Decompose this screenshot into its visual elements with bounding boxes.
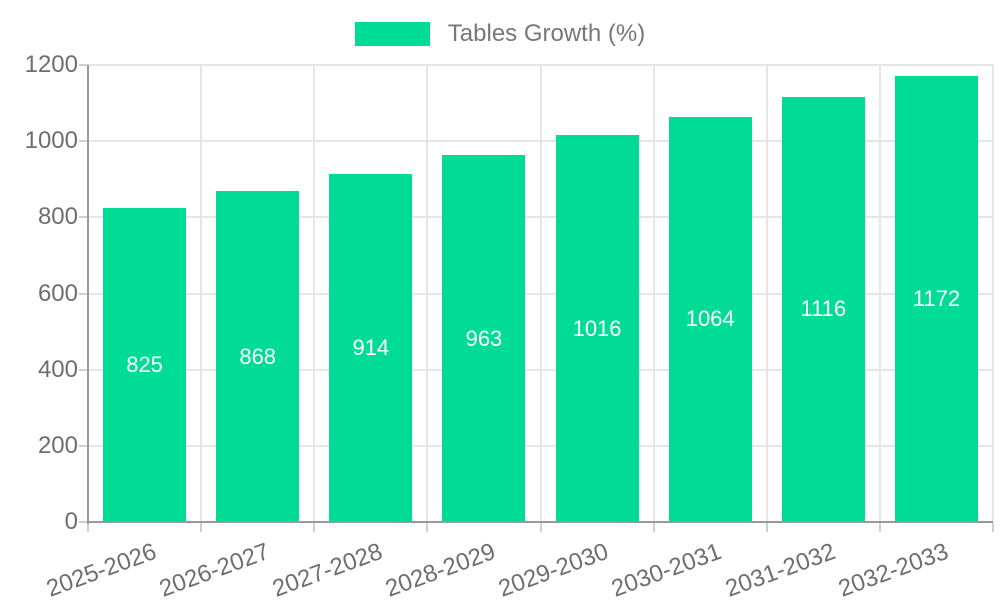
x-tick-mark <box>992 523 994 532</box>
x-gridline <box>539 65 542 522</box>
x-gridline <box>313 65 316 522</box>
x-gridline <box>200 65 203 522</box>
y-tick-mark <box>79 368 88 371</box>
x-tick-label: 2032-2033 <box>834 538 952 600</box>
x-tick-label: 2030-2031 <box>608 538 726 600</box>
x-gridline <box>992 65 994 522</box>
bar-value-label: 1116 <box>800 296 847 322</box>
y-tick-mark <box>79 292 88 295</box>
bar[interactable] <box>668 116 752 522</box>
x-tick-label: 2029-2030 <box>495 538 613 600</box>
x-tick-label: 2027-2028 <box>268 538 387 600</box>
x-tick-label: 2031-2032 <box>721 538 839 600</box>
y-tick-label: 600 <box>37 279 78 307</box>
x-tick-mark <box>765 523 768 532</box>
x-tick-mark <box>200 523 203 532</box>
y-tick-label: 1200 <box>24 51 78 78</box>
x-tick-mark <box>652 523 655 532</box>
x-gridline <box>878 65 881 522</box>
y-tick-label: 400 <box>37 355 78 383</box>
bar[interactable] <box>329 173 413 522</box>
y-tick-mark <box>79 444 88 447</box>
legend-label: Tables Growth (%) <box>447 20 646 47</box>
y-tick-mark <box>79 64 88 66</box>
y-axis-line <box>87 65 89 524</box>
x-tick-mark <box>539 523 542 532</box>
y-tick-mark <box>79 216 88 219</box>
x-tick-mark <box>87 523 89 532</box>
x-axis-line <box>88 521 993 523</box>
y-tick-mark <box>79 140 88 143</box>
y-tick-label: 1000 <box>24 127 78 155</box>
x-tick-label: 2025-2026 <box>42 538 160 600</box>
bar-value-label: 1172 <box>912 285 961 311</box>
y-tick-label: 800 <box>37 203 78 231</box>
x-tick-mark <box>878 523 881 532</box>
legend[interactable]: Tables Growth (%) <box>0 20 1000 48</box>
bar-value-label: 1064 <box>685 306 735 332</box>
bar-value-label: 963 <box>465 325 503 351</box>
bar-value-label: 868 <box>239 343 277 369</box>
x-tick-label: 2026-2027 <box>155 538 273 600</box>
bar-value-label: 914 <box>352 334 390 360</box>
bar[interactable] <box>781 96 865 522</box>
bar-value-label: 1016 <box>572 315 622 341</box>
x-tick-mark <box>313 523 316 532</box>
bar[interactable] <box>894 75 978 522</box>
y-tick-mark <box>79 521 88 523</box>
x-tick-mark <box>426 523 429 532</box>
x-gridline <box>765 65 768 522</box>
bar[interactable] <box>216 191 300 522</box>
bar[interactable] <box>103 207 187 522</box>
x-gridline <box>426 65 429 522</box>
bar[interactable] <box>555 135 639 522</box>
bar[interactable] <box>442 155 526 522</box>
legend-swatch <box>354 22 430 46</box>
y-tick-label: 200 <box>37 431 78 459</box>
x-gridline <box>652 65 655 522</box>
x-tick-label: 2028-2029 <box>382 538 500 600</box>
bar-value-label: 825 <box>126 351 163 377</box>
y-tick-label: 0 <box>64 508 78 535</box>
